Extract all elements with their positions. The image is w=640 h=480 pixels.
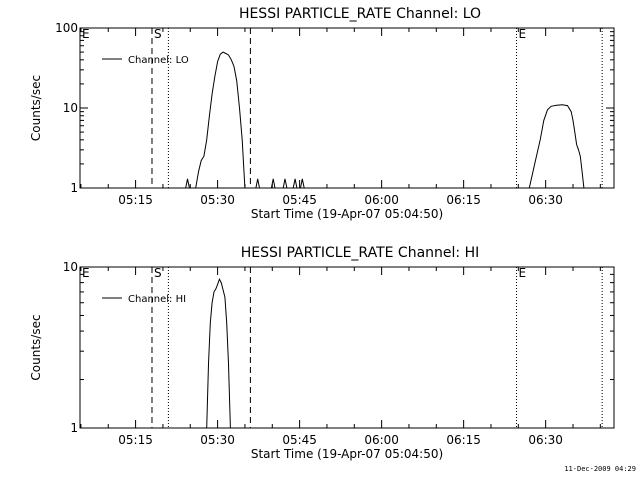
panel-2-x-tick-label: 05:30 bbox=[200, 433, 235, 447]
panel-1-y-tick-label: 10 bbox=[63, 101, 78, 115]
panel-1-y-axis-label: Counts/sec bbox=[29, 75, 43, 141]
panel-2-y-tick-label: 1 bbox=[70, 421, 78, 435]
panel-2-legend-entry: Channel: HI bbox=[128, 294, 186, 305]
panel-2-x-tick-label: 06:30 bbox=[528, 433, 563, 447]
panel-2-plot-frame bbox=[79, 266, 615, 429]
panel-2-event-label: S bbox=[154, 266, 162, 280]
panel-1-series-line bbox=[185, 178, 190, 189]
panel-2-title: HESSI PARTICLE_RATE Channel: HI bbox=[241, 245, 479, 261]
panel-2-x-tick-label: 06:15 bbox=[446, 433, 481, 447]
panel-1-y-tick-label: 1 bbox=[70, 181, 78, 195]
panel-1-y-tick-label: 100 bbox=[55, 21, 78, 35]
panel-1-x-tick-label: 05:15 bbox=[118, 193, 153, 207]
panel-2-x-tick-label: 06:00 bbox=[364, 433, 399, 447]
panel-1-x-tick-label: 06:30 bbox=[528, 193, 563, 207]
panel-1-x-tick-label: 05:45 bbox=[282, 193, 317, 207]
panel-1-legend-entry: Channel: LO bbox=[128, 55, 189, 66]
panel-1-x-axis-label: Start Time (19-Apr-07 05:04:50) bbox=[251, 207, 443, 221]
panel-1-title: HESSI PARTICLE_RATE Channel: LO bbox=[239, 6, 481, 22]
panel-1-x-tick-label: 06:00 bbox=[364, 193, 399, 207]
panel-2-x-tick-label: 05:45 bbox=[282, 433, 317, 447]
panel-1-series-line bbox=[528, 104, 585, 189]
panel-2-y-tick-label: 10 bbox=[63, 260, 78, 274]
panel-1-x-tick-label: 05:30 bbox=[200, 193, 235, 207]
panel-1-plot-frame bbox=[79, 27, 615, 189]
panel-1-series-line bbox=[292, 178, 298, 189]
panel-2-x-axis-label: Start Time (19-Apr-07 05:04:50) bbox=[251, 447, 443, 461]
plot-timestamp: 11-Dec-2009 04:29 bbox=[564, 465, 636, 473]
panel-1-event-label: S bbox=[154, 27, 162, 41]
panel-2-event-label: E bbox=[518, 266, 526, 280]
panel-2-series-line bbox=[206, 277, 231, 429]
panel-1-x-tick-label: 06:15 bbox=[446, 193, 481, 207]
panel-1-series-line bbox=[270, 178, 276, 189]
panel-1-series-line bbox=[195, 51, 246, 189]
panel-1-series-line bbox=[300, 178, 305, 189]
panel-1-event-label: E bbox=[82, 27, 90, 41]
panel-1-series-line bbox=[255, 178, 260, 189]
panel-2-y-axis-label: Counts/sec bbox=[29, 314, 43, 380]
panel-2-x-tick-label: 05:15 bbox=[118, 433, 153, 447]
panel-1-series-line bbox=[282, 178, 288, 189]
panel-1-event-label: E bbox=[518, 27, 526, 41]
panel-2-event-label: E bbox=[82, 266, 90, 280]
